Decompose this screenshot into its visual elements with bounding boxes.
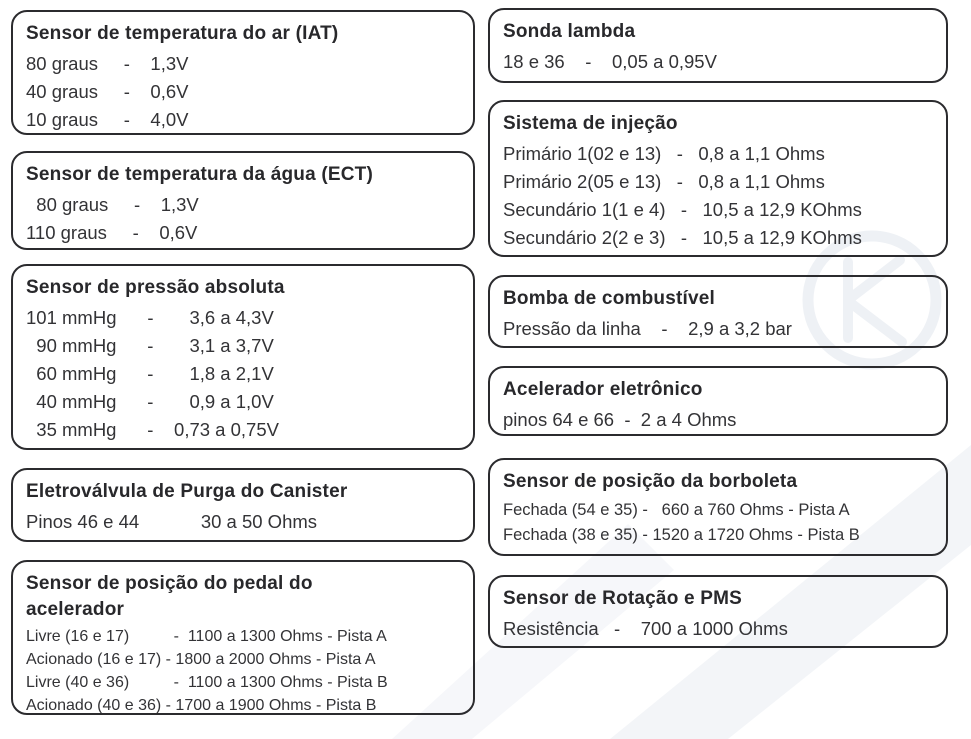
spec-line: 101 mmHg - 3,6 a 4,3V <box>26 307 274 328</box>
panel-title: Eletroválvula de Purga do Canister <box>26 481 348 502</box>
panel-title: Sensor de temperatura do ar (IAT) <box>26 23 339 44</box>
panel-title: Sensor de Rotação e PMS <box>503 588 743 609</box>
spec-line: Resistência - 700 a 1000 Ohms <box>503 618 788 639</box>
panel-title: Sensor de posição do pedal do acelerador <box>26 573 319 620</box>
watermark-circle <box>802 230 942 370</box>
panel-title: Bomba de combustível <box>503 288 715 309</box>
spec-line: 60 mmHg - 1,8 a 2,1V <box>26 363 274 384</box>
panel-title: Sensor de temperatura da água (ECT) <box>26 164 373 185</box>
panel-sistema-de-injecao: Sistema de injeção Primário 1(02 e 13) -… <box>488 100 948 257</box>
panel-sensor-temperatura-agua-ect: Sensor de temperatura da água (ECT) 80 g… <box>11 151 475 250</box>
panel-sensor-posicao-pedal-acelerador: Sensor de posição do pedal do acelerador… <box>11 560 475 715</box>
spec-line: Fechada (54 e 35) - 660 a 760 Ohms - Pis… <box>503 501 850 519</box>
spec-line: Livre (16 e 17) - 1100 a 1300 Ohms - Pis… <box>26 628 387 645</box>
panel-title: Sensor de posição da borboleta <box>503 471 798 492</box>
spec-line: Fechada (38 e 35) - 1520 a 1720 Ohms - P… <box>503 526 860 544</box>
panel-title: Sistema de injeção <box>503 113 678 134</box>
spec-line: 80 graus - 1,3V <box>26 194 199 215</box>
panel-sensor-temperatura-ar-iat: Sensor de temperatura do ar (IAT) 80 gra… <box>11 10 475 135</box>
watermark-band <box>392 524 674 739</box>
spec-line: Primário 2(05 e 13) - 0,8 a 1,1 Ohms <box>503 171 825 192</box>
panel-bomba-de-combustivel: Bomba de combustível Pressão da linha - … <box>488 275 948 348</box>
spec-line: 40 graus - 0,6V <box>26 81 189 102</box>
panel-sensor-posicao-borboleta: Sensor de posição da borboleta Fechada (… <box>488 458 948 556</box>
spec-line: Livre (40 e 36) - 1100 a 1300 Ohms - Pis… <box>26 674 388 691</box>
panel-title: Sensor de pressão absoluta <box>26 277 285 298</box>
spec-line: 80 graus - 1,3V <box>26 53 189 74</box>
spec-line: 18 e 36 - 0,05 a 0,95V <box>503 51 717 72</box>
spec-line: Secundário 1(1 e 4) - 10,5 a 12,9 KOhms <box>503 199 862 220</box>
spec-line: 35 mmHg - 0,73 a 0,75V <box>26 419 279 440</box>
spec-line: Secundário 2(2 e 3) - 10,5 a 12,9 KOhms <box>503 227 862 248</box>
panel-sensor-pressao-absoluta: Sensor de pressão absoluta 101 mmHg - 3,… <box>11 264 475 450</box>
spec-line: Acionado (16 e 17) - 1800 a 2000 Ohms - … <box>26 651 376 668</box>
spec-line: Acionado (40 e 36) - 1700 a 1900 Ohms - … <box>26 697 377 714</box>
watermark-band <box>610 445 971 739</box>
spec-line: Primário 1(02 e 13) - 0,8 a 1,1 Ohms <box>503 143 825 164</box>
spec-line: 90 mmHg - 3,1 a 3,7V <box>26 335 274 356</box>
spec-line: Pinos 46 e 44 30 a 50 Ohms <box>26 511 318 532</box>
panel-acelerador-eletronico: Acelerador eletrônico pinos 64 e 66 - 2 … <box>488 366 948 436</box>
spec-line: 10 graus - 4,0V <box>26 109 189 130</box>
panel-sensor-rotacao-pms: Sensor de Rotação e PMS Resistência - 70… <box>488 575 948 648</box>
watermark-letter <box>843 255 907 347</box>
spec-line: 110 graus - 0,6V <box>26 222 198 243</box>
panel-sonda-lambda: Sonda lambda 18 e 36 - 0,05 a 0,95V <box>488 8 948 83</box>
panel-eletrovalvula-purga-canister: Eletroválvula de Purga do Canister Pinos… <box>11 468 475 542</box>
panel-title: Acelerador eletrônico <box>503 379 703 400</box>
panel-title: Sonda lambda <box>503 21 636 42</box>
spec-line: pinos 64 e 66 - 2 a 4 Ohms <box>503 409 737 430</box>
spec-line: Pressão da linha - 2,9 a 3,2 bar <box>503 318 792 339</box>
spec-line: 40 mmHg - 0,9 a 1,0V <box>26 391 274 412</box>
